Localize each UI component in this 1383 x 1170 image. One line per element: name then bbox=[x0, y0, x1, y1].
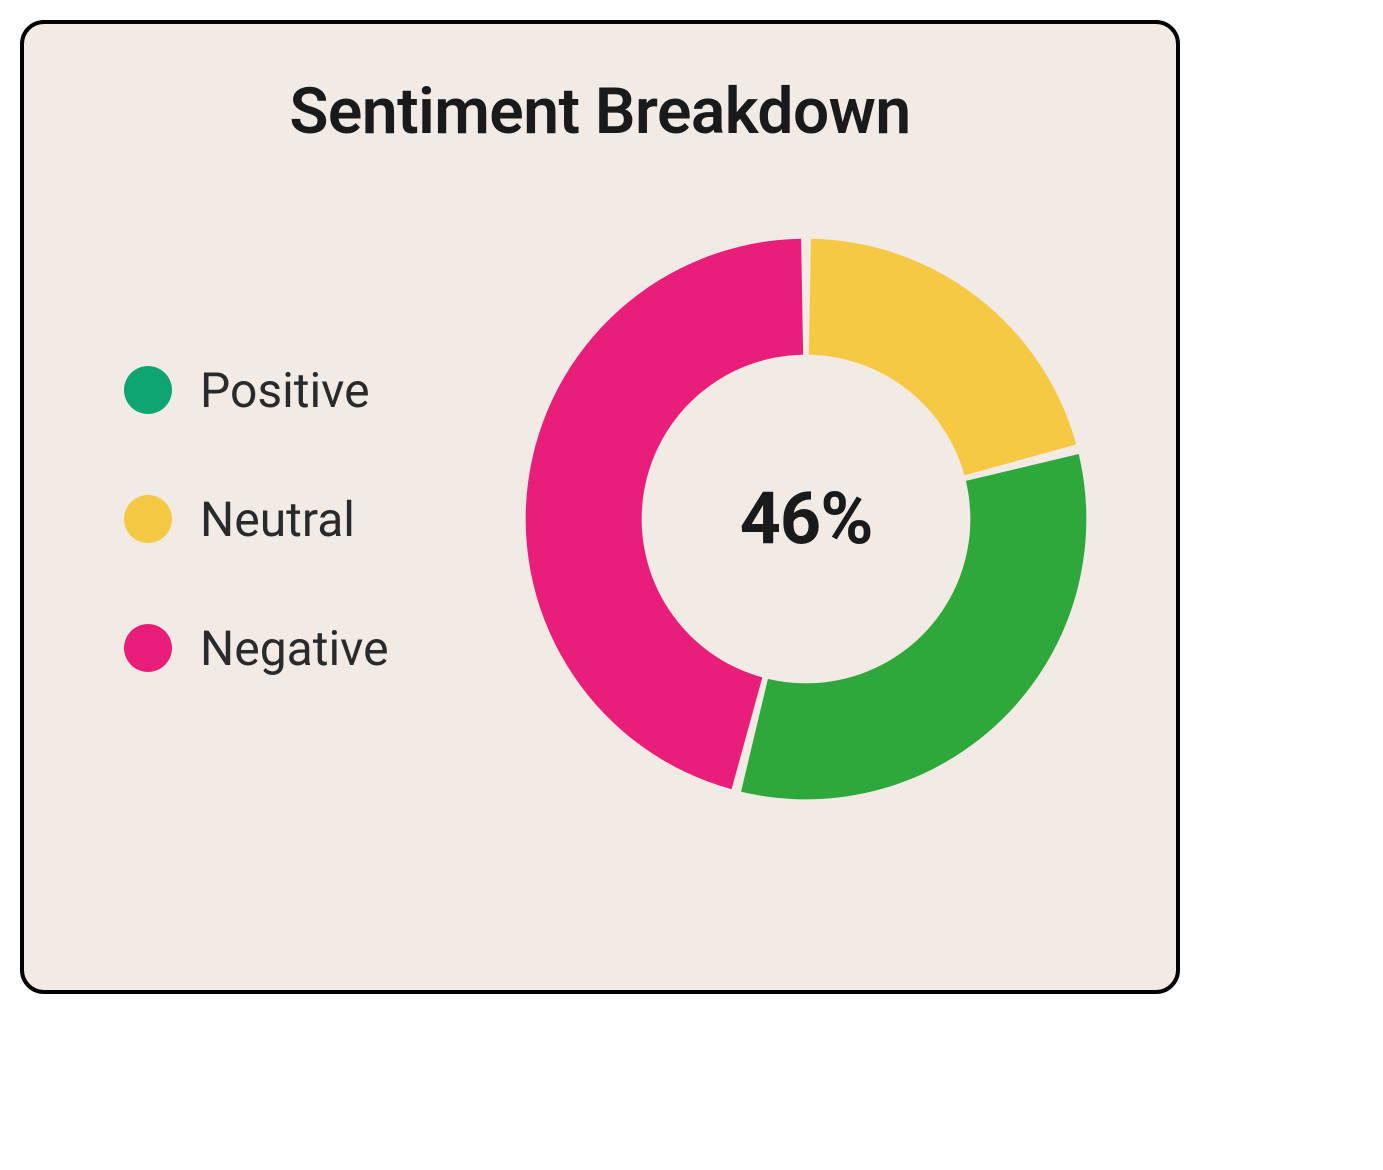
card-title: Sentiment Breakdown bbox=[84, 74, 1116, 149]
donut-chart: 46% bbox=[516, 229, 1096, 809]
legend-label-positive: Positive bbox=[200, 362, 370, 419]
donut-slice-neutral bbox=[809, 239, 1076, 476]
legend-item-positive: Positive bbox=[124, 362, 389, 419]
legend-dot-negative bbox=[124, 624, 172, 672]
legend-label-neutral: Neutral bbox=[200, 491, 355, 548]
legend-dot-neutral bbox=[124, 495, 172, 543]
donut-center-label: 46% bbox=[740, 477, 873, 562]
legend: Positive Neutral Negative bbox=[124, 362, 389, 677]
sentiment-card: Sentiment Breakdown Positive Neutral Neg… bbox=[20, 20, 1180, 994]
legend-label-negative: Negative bbox=[200, 620, 389, 677]
legend-dot-positive bbox=[124, 366, 172, 414]
card-content: Positive Neutral Negative 46% bbox=[84, 229, 1116, 809]
legend-item-negative: Negative bbox=[124, 620, 389, 677]
legend-item-neutral: Neutral bbox=[124, 491, 389, 548]
